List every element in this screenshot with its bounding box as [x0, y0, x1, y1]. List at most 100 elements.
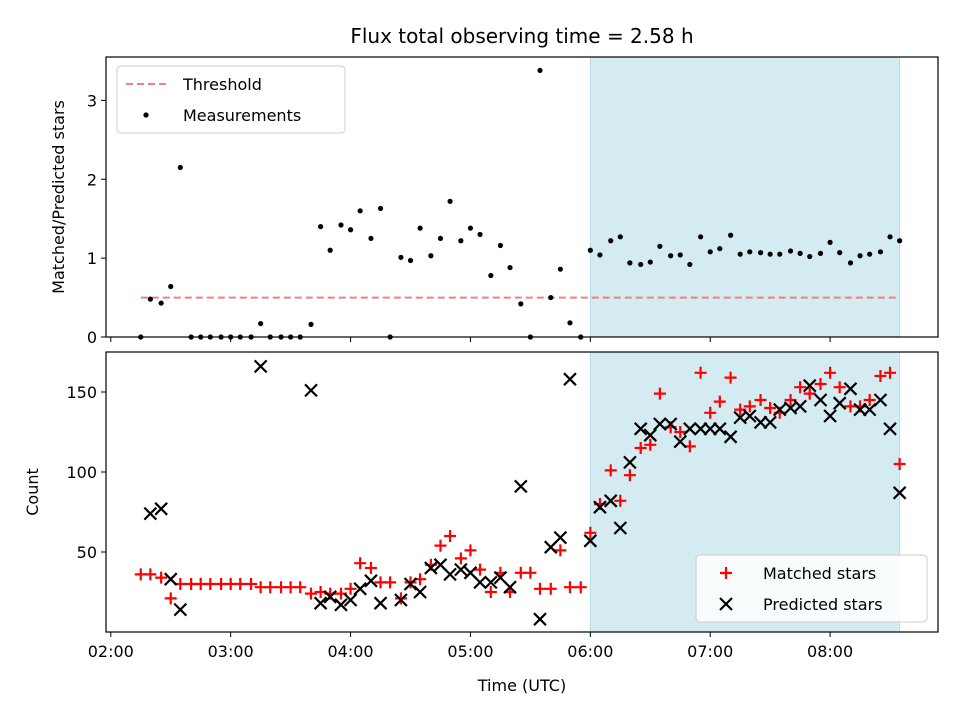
- data-point: [717, 246, 723, 252]
- data-point: [623, 455, 637, 470]
- data-point: [713, 395, 726, 408]
- x-tick-label: 03:00: [208, 642, 254, 661]
- data-point: [403, 577, 418, 591]
- data-point: [853, 402, 867, 417]
- data-point: [258, 320, 264, 327]
- data-point: [424, 561, 438, 575]
- legend-box: [695, 554, 928, 623]
- data-point: [647, 259, 653, 265]
- x-tick-label: 04:00: [328, 642, 374, 661]
- data-point: [168, 283, 174, 290]
- data-point: [794, 381, 807, 394]
- legend-label: Threshold: [182, 75, 262, 94]
- data-point: [308, 321, 314, 327]
- data-point: [544, 582, 557, 595]
- y-tick-label: 100: [66, 463, 97, 482]
- data-point: [643, 428, 658, 442]
- data-point: [862, 402, 877, 417]
- data-point: [687, 261, 693, 268]
- data-point: [747, 249, 753, 255]
- data-point: [644, 438, 657, 451]
- data-point: [443, 567, 457, 582]
- data-point: [653, 387, 666, 400]
- data-point: [394, 593, 408, 607]
- data-point: [674, 426, 687, 438]
- x-tick-label: 05:00: [447, 642, 493, 661]
- data-point: [398, 254, 404, 260]
- data-point: [703, 422, 717, 436]
- data-point: [887, 234, 893, 240]
- data-point: [163, 572, 178, 586]
- data-point: [353, 582, 367, 596]
- data-point: [338, 222, 344, 228]
- data-point: [234, 578, 247, 590]
- data-point: [458, 238, 464, 244]
- data-point: [553, 530, 568, 545]
- data-point: [574, 581, 587, 594]
- data-point: [793, 399, 807, 414]
- data-point: [514, 479, 528, 494]
- data-point: [657, 243, 663, 249]
- data-point: [707, 249, 713, 255]
- data-point: [473, 575, 487, 590]
- data-point: [843, 382, 858, 396]
- data-point: [767, 251, 773, 257]
- data-point: [384, 576, 397, 589]
- data-point: [743, 409, 757, 423]
- data-point: [833, 381, 846, 394]
- data-point: [437, 235, 444, 242]
- data-point: [428, 253, 434, 259]
- data-point: [874, 370, 887, 382]
- data-point: [488, 272, 494, 279]
- legend-label: Measurements: [183, 106, 301, 125]
- data-point: [497, 242, 504, 249]
- data-point: [884, 366, 897, 379]
- series-predicted-stars: [143, 359, 907, 626]
- data-point: [253, 359, 268, 374]
- y-tick-label: 150: [66, 383, 97, 402]
- data-point: [877, 249, 884, 255]
- data-point: [537, 67, 543, 74]
- y-tick-label: 50: [77, 543, 97, 562]
- data-point: [777, 251, 783, 257]
- data-point: [593, 500, 607, 514]
- data-point: [787, 248, 794, 254]
- data-point: [158, 300, 164, 306]
- data-point: [638, 261, 644, 268]
- legend-swatch: [720, 567, 732, 579]
- data-point: [604, 464, 617, 477]
- data-point: [704, 406, 717, 419]
- data-point: [357, 208, 363, 214]
- data-point: [404, 576, 417, 589]
- data-point: [548, 294, 554, 301]
- x-tick-label: 06:00: [567, 642, 613, 661]
- data-point: [824, 366, 837, 379]
- data-point: [204, 578, 217, 590]
- y-axis-label: Count: [23, 468, 42, 516]
- x-axis-label: Time (UTC): [477, 676, 566, 695]
- data-point: [698, 234, 704, 240]
- data-point: [177, 164, 183, 171]
- data-point: [173, 602, 188, 617]
- data-point: [524, 566, 537, 579]
- data-point: [814, 378, 827, 390]
- series-measurements: [138, 67, 903, 340]
- data-point: [653, 417, 667, 431]
- data-point: [608, 238, 614, 244]
- data-point: [892, 486, 907, 500]
- data-point: [673, 434, 688, 449]
- y-tick-label: 0: [87, 328, 97, 347]
- chart-title: Flux total observing time = 2.58 h: [350, 24, 693, 48]
- data-point: [343, 593, 358, 607]
- data-point: [832, 396, 847, 410]
- data-point: [467, 225, 474, 231]
- data-point: [724, 371, 737, 384]
- data-point: [347, 227, 354, 233]
- data-point: [503, 580, 517, 594]
- data-point: [817, 250, 824, 256]
- axes-frame: [105, 56, 939, 338]
- x-tick-label: 08:00: [807, 642, 853, 661]
- data-point: [757, 250, 764, 256]
- data-point: [554, 544, 567, 557]
- data-point: [583, 534, 598, 548]
